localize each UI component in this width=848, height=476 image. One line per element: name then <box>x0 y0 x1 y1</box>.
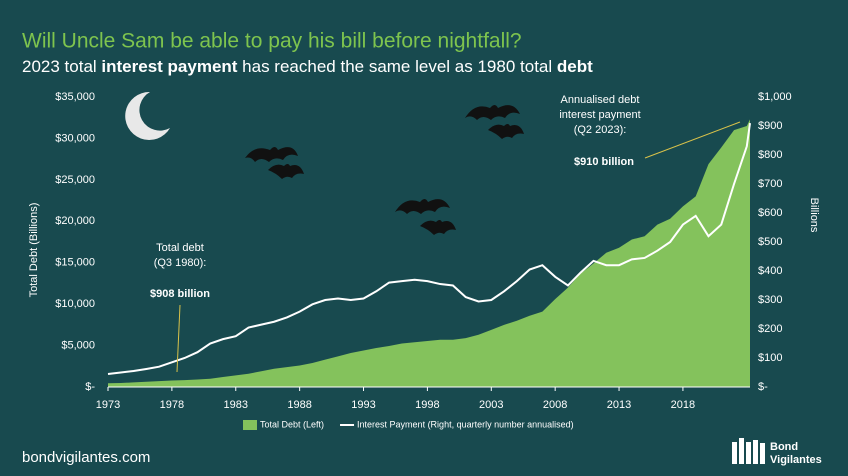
annotation-text: Annualised debt <box>561 94 640 106</box>
x-tick-label: 1973 <box>96 399 120 411</box>
line <box>107 122 751 375</box>
y2-tick-label: $1,000 <box>758 91 792 103</box>
y2-tick-label: $100 <box>758 352 782 364</box>
y2-tick-label: $- <box>758 381 768 393</box>
area <box>108 119 750 387</box>
legend: Total Debt (Left) Interest Payment (Right… <box>243 419 574 430</box>
x-tick-label: 2018 <box>671 399 695 411</box>
y-tick-label: $30,000 <box>55 132 95 144</box>
annotation-arrow <box>176 304 181 373</box>
x-tick-label: 1983 <box>224 399 248 411</box>
x-tick-label: 1978 <box>160 399 184 411</box>
y-tick-label: $25,000 <box>55 174 95 186</box>
logo-text: Vigilantes <box>770 454 822 466</box>
moon <box>125 91 170 140</box>
subtitle-part: debt <box>557 57 593 76</box>
logo-text: Bond <box>770 441 798 453</box>
footer: bondvigilantes.com <box>22 449 150 466</box>
y2-tick-label: $800 <box>758 149 782 161</box>
x-tick-label: 2003 <box>479 399 503 411</box>
logo-icon <box>732 438 765 464</box>
y-tick-label: $10,000 <box>55 298 95 310</box>
chart-subtitle: 2023 total interest payment has reached … <box>22 57 593 76</box>
chart-title: Will Uncle Sam be able to pay his bill b… <box>22 30 522 53</box>
y2-tick-label: $200 <box>758 323 782 335</box>
y2-tick-label: $700 <box>758 178 782 190</box>
x-tick-label: 1988 <box>287 399 311 411</box>
legend-swatch <box>243 420 257 430</box>
y-axis-label: Total Debt (Billions) <box>28 203 40 298</box>
annotation-text: Total debt <box>156 242 204 254</box>
y2-tick-label: $400 <box>758 265 782 277</box>
x-tick-label: 1993 <box>351 399 375 411</box>
y-tick-label: $20,000 <box>55 215 95 227</box>
legend-label: Interest Payment (Right, quarterly numbe… <box>357 419 574 429</box>
bats <box>245 105 524 235</box>
subtitle-part: interest payment <box>101 57 237 76</box>
y2-axis-label: Billions <box>808 198 820 233</box>
y-tick-label: $5,000 <box>61 339 95 351</box>
legend-label: Total Debt (Left) <box>260 419 324 429</box>
annotation-text: (Q2 2023): <box>574 124 627 136</box>
annotation-arrow <box>644 121 741 159</box>
y-tick-label: $35,000 <box>55 91 95 103</box>
subtitle-part: has reached the same level as 1980 total <box>237 57 556 76</box>
subtitle-part: 2023 total <box>22 57 101 76</box>
x-tick-label: 2008 <box>543 399 567 411</box>
y2-tick-label: $300 <box>758 294 782 306</box>
y-tick-label: $15,000 <box>55 257 95 269</box>
y2-tick-label: $900 <box>758 120 782 132</box>
y2-tick-label: $500 <box>758 236 782 248</box>
y2-tick-label: $600 <box>758 207 782 219</box>
annotation-text: (Q3 1980): <box>154 257 207 269</box>
plot-area: 1973 1978 1983 1988 1993 1998 2003 2008 2013 2018… <box>55 91 791 411</box>
annotation-value: $908 billion <box>150 288 210 300</box>
y-tick-label: $- <box>85 381 95 393</box>
annotation-text: interest payment <box>559 109 640 121</box>
x-tick-label: 2013 <box>607 399 631 411</box>
x-tick-label: 1998 <box>415 399 439 411</box>
annotation-value: $910 billion <box>574 156 634 168</box>
